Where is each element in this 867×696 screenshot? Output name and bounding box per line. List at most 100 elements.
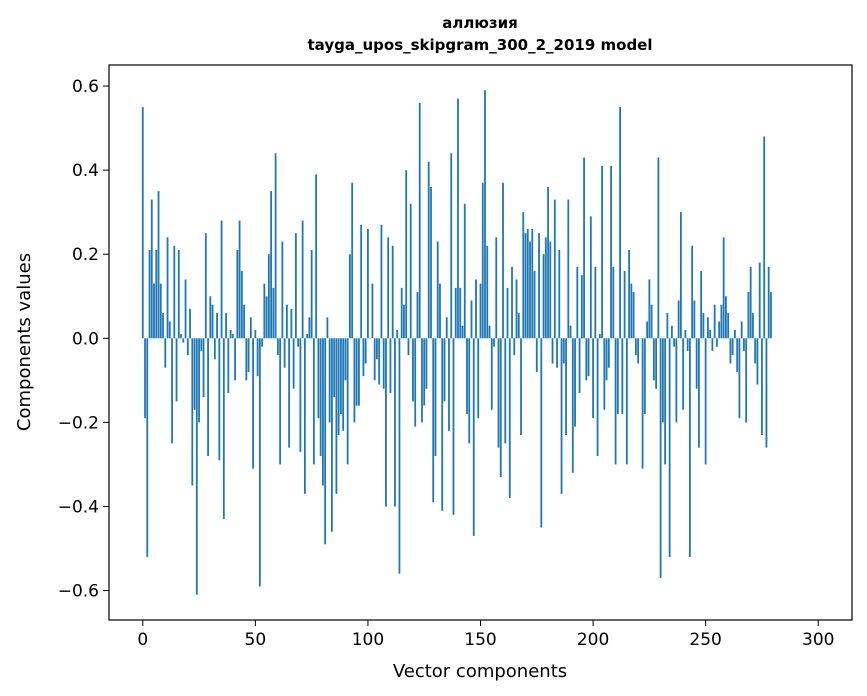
bar: [567, 199, 570, 339]
bar: [670, 325, 673, 339]
bar: [171, 338, 173, 444]
bar: [394, 338, 396, 507]
y-tick-label: 0.0: [72, 329, 99, 349]
bar: [380, 224, 383, 339]
bar: [213, 338, 216, 360]
bar: [682, 338, 685, 410]
bar: [596, 338, 599, 457]
bar: [650, 304, 653, 339]
bar: [668, 338, 671, 557]
bar: [698, 338, 700, 448]
x-tick-label: 100: [352, 630, 384, 650]
bar: [738, 338, 741, 419]
bar: [283, 338, 286, 368]
bar: [207, 338, 209, 457]
bar: [594, 266, 597, 339]
bar: [542, 254, 545, 339]
bar: [585, 338, 588, 381]
bar: [198, 338, 200, 423]
bar: [396, 329, 399, 339]
bar: [574, 338, 576, 427]
bar: [274, 153, 277, 339]
bar: [358, 338, 360, 406]
bar: [517, 313, 520, 339]
bar: [540, 338, 543, 528]
bar: [153, 283, 155, 339]
bar: [686, 338, 689, 351]
bar: [664, 338, 667, 465]
bar: [225, 313, 227, 339]
bar: [191, 338, 194, 486]
bar: [729, 338, 732, 364]
bar: [317, 338, 320, 419]
bar: [454, 287, 457, 339]
bar: [340, 338, 342, 414]
bar: [202, 338, 205, 398]
bar: [310, 250, 313, 339]
bar: [245, 338, 248, 381]
bar: [481, 182, 484, 339]
bar: [630, 283, 633, 339]
bar: [303, 338, 306, 494]
bar: [367, 228, 369, 339]
bar: [168, 321, 171, 339]
bar: [716, 338, 718, 347]
bar: [353, 338, 356, 423]
y-axis-ticks: −0.6 −0.4 −0.2 0.0 0.2 0.4 0.6: [58, 77, 109, 602]
bar: [767, 266, 770, 339]
bar: [736, 338, 739, 372]
bar: [661, 338, 664, 423]
bar: [657, 157, 660, 339]
bar: [612, 266, 615, 339]
bar: [236, 250, 239, 339]
bar: [524, 233, 527, 339]
bar: [529, 241, 531, 339]
bar: [484, 90, 486, 339]
bar: [754, 338, 757, 364]
bar: [684, 329, 687, 339]
bar: [666, 313, 669, 339]
bar: [443, 338, 446, 402]
bar: [243, 304, 245, 339]
bar: [234, 338, 236, 381]
y-tick-label: −0.6: [58, 582, 99, 602]
bar: [628, 250, 630, 339]
bar: [583, 157, 585, 339]
bar: [141, 107, 144, 339]
bar: [321, 338, 324, 486]
bar: [432, 338, 435, 503]
bar: [418, 102, 421, 339]
bar: [391, 245, 394, 339]
bar: [544, 237, 547, 339]
bar: [292, 338, 295, 389]
bar: [351, 182, 354, 339]
y-tick-label: −0.4: [58, 497, 99, 517]
bar: [231, 334, 234, 339]
bar: [709, 329, 712, 339]
bar: [659, 338, 662, 578]
bar: [162, 313, 164, 339]
bar: [337, 338, 340, 435]
bar: [713, 304, 716, 339]
x-tick-label: 50: [245, 630, 267, 650]
bar: [220, 220, 223, 339]
bar: [193, 338, 196, 410]
bar: [553, 199, 556, 339]
bar: [267, 254, 270, 339]
bar: [175, 338, 178, 402]
bar: [691, 245, 694, 339]
bar: [276, 338, 279, 356]
bar: [155, 250, 158, 339]
x-tick-label: 150: [464, 630, 496, 650]
bar: [355, 338, 358, 406]
bar: [182, 338, 185, 343]
bar: [326, 317, 329, 339]
bar: [400, 287, 403, 339]
bar: [297, 338, 300, 347]
bar: [229, 329, 232, 339]
bar: [727, 313, 730, 339]
bar: [294, 233, 297, 339]
bar: [707, 317, 709, 339]
bar: [186, 338, 189, 356]
bar: [216, 313, 218, 339]
